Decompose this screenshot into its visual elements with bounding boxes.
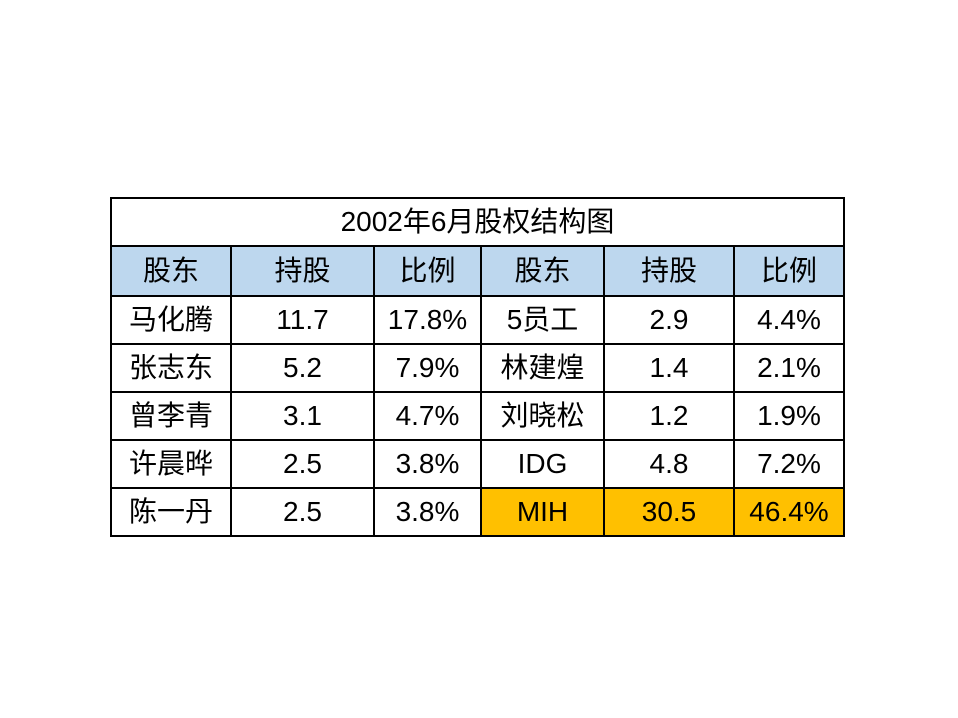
- table-cell-shares: 3.1: [230, 391, 375, 441]
- table-cell-shareholder: 张志东: [110, 343, 232, 393]
- table-cell-ratio: 17.8%: [373, 295, 482, 345]
- table-cell-shares: 5.2: [230, 343, 375, 393]
- table-row: 张志东 5.2 7.9% 林建煌 1.4 2.1%: [110, 343, 845, 393]
- table-cell-shareholder-highlighted: MIH: [480, 487, 605, 537]
- column-header-shareholder-right: 股东: [480, 245, 605, 297]
- table-cell-ratio: 7.2%: [733, 439, 845, 489]
- table-title: 2002年6月股权结构图: [110, 197, 845, 247]
- table-cell-shares: 2.5: [230, 487, 375, 537]
- table-cell-ratio: 3.8%: [373, 487, 482, 537]
- table-title-row: 2002年6月股权结构图: [110, 197, 845, 247]
- table-row-highlighted: 陈一丹 2.5 3.8% MIH 30.5 46.4%: [110, 487, 845, 537]
- table-cell-shareholder: 许晨晔: [110, 439, 232, 489]
- table-cell-ratio: 4.4%: [733, 295, 845, 345]
- table-row: 许晨晔 2.5 3.8% IDG 4.8 7.2%: [110, 439, 845, 489]
- table-cell-ratio: 1.9%: [733, 391, 845, 441]
- table-cell-shareholder: 曾李青: [110, 391, 232, 441]
- table-cell-ratio: 2.1%: [733, 343, 845, 393]
- table-cell-ratio: 7.9%: [373, 343, 482, 393]
- table-cell-ratio-highlighted: 46.4%: [733, 487, 845, 537]
- equity-structure-table: 2002年6月股权结构图 股东 持股 比例 股东 持股 比例 马化腾 11.7 …: [110, 197, 845, 537]
- table-cell-shareholder: 刘晓松: [480, 391, 605, 441]
- column-header-shares-left: 持股: [230, 245, 375, 297]
- table-cell-shares: 1.4: [603, 343, 735, 393]
- table-cell-shareholder: IDG: [480, 439, 605, 489]
- table-cell-shareholder: 5员工: [480, 295, 605, 345]
- column-header-shares-right: 持股: [603, 245, 735, 297]
- table-cell-ratio: 3.8%: [373, 439, 482, 489]
- table-cell-ratio: 4.7%: [373, 391, 482, 441]
- table-cell-shares: 4.8: [603, 439, 735, 489]
- column-header-ratio-right: 比例: [733, 245, 845, 297]
- table-row: 曾李青 3.1 4.7% 刘晓松 1.2 1.9%: [110, 391, 845, 441]
- column-header-ratio-left: 比例: [373, 245, 482, 297]
- table-cell-shares: 11.7: [230, 295, 375, 345]
- table-cell-shares: 2.5: [230, 439, 375, 489]
- table-header-row: 股东 持股 比例 股东 持股 比例: [110, 245, 845, 297]
- table-cell-shareholder: 陈一丹: [110, 487, 232, 537]
- table-cell-shares: 1.2: [603, 391, 735, 441]
- table-cell-shareholder: 林建煌: [480, 343, 605, 393]
- table-cell-shares: 2.9: [603, 295, 735, 345]
- table-cell-shareholder: 马化腾: [110, 295, 232, 345]
- table-cell-shares-highlighted: 30.5: [603, 487, 735, 537]
- column-header-shareholder-left: 股东: [110, 245, 232, 297]
- table-row: 马化腾 11.7 17.8% 5员工 2.9 4.4%: [110, 295, 845, 345]
